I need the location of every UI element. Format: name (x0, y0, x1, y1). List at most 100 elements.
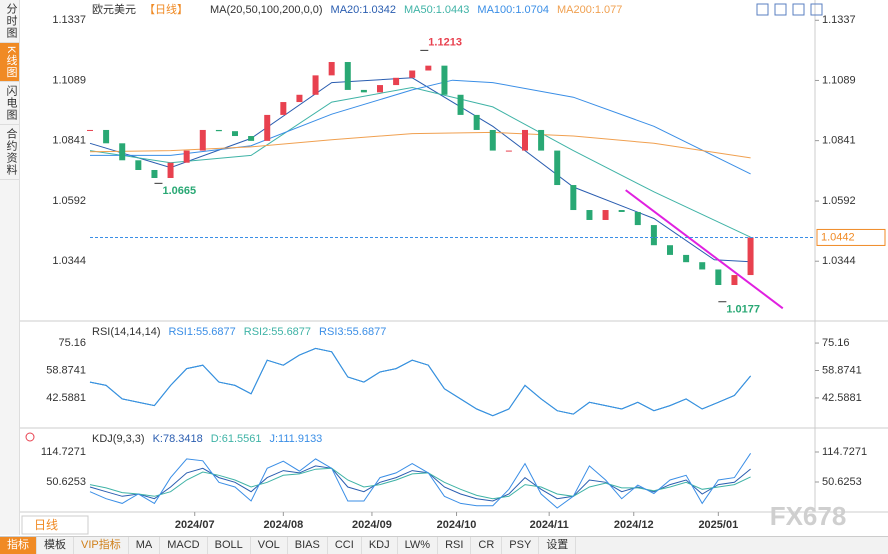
toolbar-item[interactable]: VOL (251, 537, 288, 554)
icon[interactable] (774, 3, 787, 16)
toolbar-item[interactable]: VIP指标 (74, 537, 129, 554)
tab[interactable]: 合约资料 (0, 125, 19, 181)
legend-entry: MA50:1.0443 (404, 4, 469, 16)
y-tick-label: 1.1337 (52, 14, 86, 26)
candle (747, 237, 754, 276)
candle (119, 143, 126, 161)
candle (667, 245, 673, 255)
candle (586, 210, 593, 220)
toolbar-item[interactable]: BIAS (288, 537, 328, 554)
x-tick-label: 2024/08 (263, 519, 303, 531)
legend-entry: MA200:1.077 (557, 4, 622, 16)
candle (167, 162, 174, 178)
toolbar: 指标 模板 VIP指标 MA MACD BOLL VOL BIAS CCI KDJ LW% RSI CR… (0, 536, 888, 554)
legend-entry: K:78.3418 (153, 433, 203, 445)
legend-entry: RSI2:55.6877 (244, 326, 311, 338)
candle (457, 94, 464, 115)
candle (602, 210, 609, 220)
candle (215, 129, 222, 132)
candle (634, 211, 641, 226)
y-tick-label: 58.8741 (46, 364, 86, 376)
candle (699, 262, 706, 270)
candle (87, 129, 93, 131)
line (89, 465, 751, 502)
candle (505, 150, 512, 152)
y-tick-label: 50.6253 (46, 476, 86, 488)
pane-title: RSI(14,14,14) (92, 326, 160, 338)
legend-entry: RSI1:55.6877 (168, 326, 235, 338)
icon[interactable] (756, 3, 769, 16)
candle (183, 150, 190, 163)
x-tick-label: 2024/11 (530, 519, 569, 531)
y-tick-label: 42.5881 (46, 392, 86, 404)
candle (425, 65, 432, 71)
y-tick-label: 1.0841 (52, 135, 86, 147)
toolbar-item[interactable]: MA (129, 537, 161, 554)
indicator: MA(20,50,100,200,0,0) (210, 4, 323, 16)
legend-entry: J:111.9133 (270, 433, 323, 445)
period[interactable]: 日线 (34, 518, 58, 532)
last-price-box (816, 228, 886, 246)
x-tick-label: 2024/12 (614, 519, 654, 531)
line (90, 79, 751, 175)
candle (312, 75, 319, 95)
candle (280, 102, 287, 115)
candle (441, 65, 448, 95)
candle (489, 129, 496, 151)
toolbar-item[interactable]: BOLL (208, 537, 251, 554)
y-tick-label: 114.7271 (41, 446, 86, 458)
toolbar-item[interactable]: 设置 (539, 537, 577, 554)
pane-title: 欧元美元 (92, 3, 136, 16)
legend-entry: RSI3:55.6877 (319, 326, 386, 338)
y-tick-label: 1.1337 (822, 14, 856, 26)
candle (199, 129, 206, 151)
y-tick-label: 1.0344 (822, 255, 856, 267)
toolbar-item[interactable]: CR (471, 537, 503, 554)
period-label: 【日线】 (144, 2, 188, 16)
candle (554, 150, 561, 186)
toolbar-item[interactable]: PSY (502, 537, 540, 554)
trendline (625, 189, 784, 310)
candle (232, 131, 238, 137)
candle (264, 114, 271, 141)
toolbar-item[interactable]: CCI (328, 537, 362, 554)
chart: 日线 FX678 1.1337 1.1337 1.1089 1.1089 1.0841 1… (20, 0, 888, 536)
tab[interactable]: 闪电图 (0, 82, 19, 126)
icon[interactable] (810, 3, 823, 16)
candle (248, 136, 255, 141)
background (20, 0, 888, 536)
legend-entry: D:61.5561 (211, 433, 262, 445)
y-tick-label: 1.0344 (52, 255, 86, 267)
candle (377, 85, 383, 93)
candle (151, 169, 158, 178)
legend-entry: MA20:1.0342 (331, 4, 396, 16)
y-tick-label: 75.16 (58, 337, 86, 349)
line (89, 453, 752, 509)
candle (103, 129, 110, 144)
toolbar-item[interactable]: MACD (160, 537, 208, 554)
candle (409, 70, 416, 78)
toolbar-item[interactable]: KDJ (362, 537, 398, 554)
pane-title: KDJ(9,3,3) (92, 433, 145, 445)
candle (650, 225, 657, 246)
period-select[interactable] (21, 515, 89, 535)
tab[interactable]: K线图 (0, 43, 19, 83)
icon[interactable] (792, 3, 805, 16)
y-tick-label: 75.16 (822, 337, 850, 349)
sidebar: 分时图 K线图 闪电图 合约资料 (0, 0, 20, 535)
toolbar-item[interactable]: 指标 (0, 537, 37, 554)
candle (328, 62, 335, 76)
toolbar-item[interactable]: LW% (398, 537, 439, 554)
candle (344, 62, 351, 90)
candle (393, 77, 400, 86)
toolbar-item[interactable]: RSI (438, 537, 472, 554)
settings-icon[interactable] (25, 432, 35, 442)
annotation: 1.1213 (428, 36, 462, 48)
y-tick-label: 42.5881 (822, 392, 862, 404)
line (89, 86, 751, 238)
x-tick-label: 2024/09 (352, 519, 392, 531)
tab[interactable]: 分时图 (0, 0, 19, 43)
toolbar-item[interactable]: 模板 (37, 537, 74, 554)
tool-icons[interactable] (756, 3, 823, 16)
candle (683, 254, 690, 263)
